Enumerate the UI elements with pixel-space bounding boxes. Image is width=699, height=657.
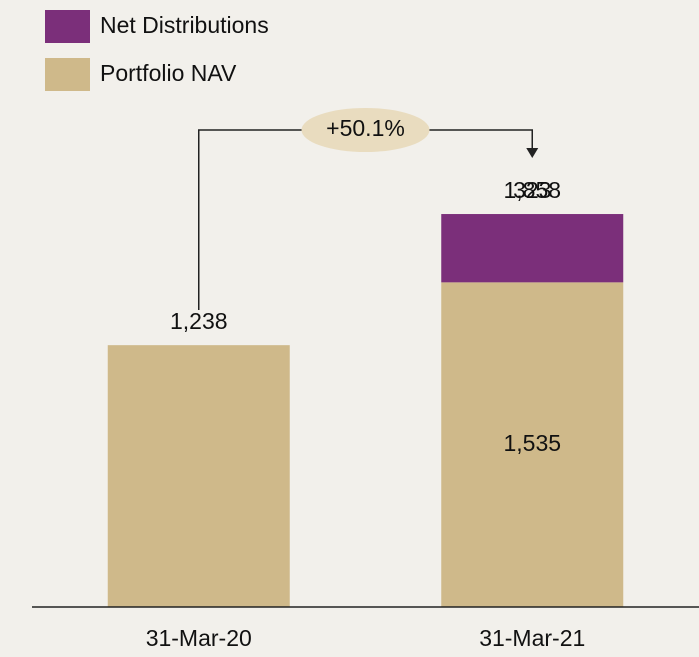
value-label: 1,535 [503, 430, 561, 456]
value-label: 1,238 [170, 308, 228, 334]
legend-label: Portfolio NAV [100, 60, 237, 86]
bar-segment [441, 214, 624, 283]
annotation-label: +50.1% [326, 115, 405, 141]
total-label: 1,858 [503, 177, 561, 203]
legend-label: Net Distributions [100, 12, 269, 38]
annotation-arrowhead [526, 148, 539, 158]
bar-segment [107, 345, 290, 607]
legend-swatch [45, 58, 90, 91]
bar-segment [441, 282, 624, 607]
legend-swatch [45, 10, 90, 43]
value-label: 323 [513, 177, 551, 203]
x-tick-label: 31-Mar-21 [479, 625, 585, 651]
annotation-bubble [301, 108, 430, 152]
x-tick-label: 31-Mar-20 [146, 625, 252, 651]
